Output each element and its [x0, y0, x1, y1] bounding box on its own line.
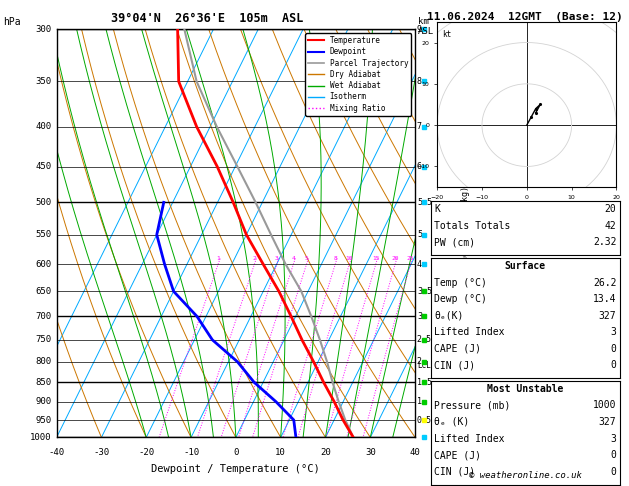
Text: 20: 20: [391, 256, 399, 261]
Text: 15: 15: [372, 256, 379, 261]
Text: 1000: 1000: [30, 433, 51, 442]
Text: © weatheronline.co.uk: © weatheronline.co.uk: [469, 471, 582, 480]
Text: Lifted Index: Lifted Index: [434, 434, 504, 444]
Text: 11.06.2024  12GMT  (Base: 12): 11.06.2024 12GMT (Base: 12): [427, 12, 623, 22]
Text: -40: -40: [48, 448, 65, 457]
Text: -20: -20: [138, 448, 154, 457]
Text: 8: 8: [417, 77, 422, 86]
Text: Mixing Ratio (g/kg): Mixing Ratio (g/kg): [461, 186, 470, 281]
Text: 2: 2: [252, 256, 256, 261]
Text: Surface: Surface: [504, 261, 546, 271]
Text: 8: 8: [333, 256, 337, 261]
Text: 2: 2: [417, 357, 422, 366]
Text: 42: 42: [604, 221, 616, 231]
Text: 40: 40: [409, 448, 421, 457]
Text: PW (cm): PW (cm): [434, 237, 475, 247]
Text: CAPE (J): CAPE (J): [434, 344, 481, 354]
Text: θₑ (K): θₑ (K): [434, 417, 469, 427]
Text: 1: 1: [417, 397, 422, 406]
Text: 39°04'N  26°36'E  105m  ASL: 39°04'N 26°36'E 105m ASL: [111, 12, 304, 25]
Text: 0: 0: [611, 450, 616, 460]
Legend: Temperature, Dewpoint, Parcel Trajectory, Dry Adiabat, Wet Adiabat, Isotherm, Mi: Temperature, Dewpoint, Parcel Trajectory…: [305, 33, 411, 116]
Text: 20: 20: [604, 204, 616, 214]
Text: 350: 350: [35, 77, 51, 86]
Text: 6: 6: [417, 162, 422, 171]
Text: 0.5: 0.5: [417, 416, 432, 424]
Text: 3: 3: [611, 434, 616, 444]
Text: 10: 10: [345, 256, 353, 261]
Text: K: K: [434, 204, 440, 214]
Text: 600: 600: [35, 260, 51, 269]
Text: 3.5: 3.5: [417, 287, 432, 296]
Text: 750: 750: [35, 335, 51, 345]
Text: 0: 0: [611, 467, 616, 477]
Text: 25: 25: [407, 256, 415, 261]
Text: θₑ(K): θₑ(K): [434, 311, 464, 321]
Text: Temp (°C): Temp (°C): [434, 278, 487, 288]
Text: CIN (J): CIN (J): [434, 467, 475, 477]
Text: Pressure (mb): Pressure (mb): [434, 400, 510, 411]
Text: CAPE (J): CAPE (J): [434, 450, 481, 460]
Text: 2.5: 2.5: [417, 335, 432, 345]
Text: 5: 5: [417, 230, 422, 239]
Text: Dewpoint / Temperature (°C): Dewpoint / Temperature (°C): [152, 464, 320, 474]
Text: Most Unstable: Most Unstable: [487, 384, 564, 394]
Text: 900: 900: [35, 397, 51, 406]
Text: 10: 10: [276, 448, 286, 457]
Text: 2.32: 2.32: [593, 237, 616, 247]
Text: 5.5: 5.5: [417, 198, 432, 207]
Text: 20: 20: [320, 448, 331, 457]
Text: 500: 500: [35, 198, 51, 207]
Text: 327: 327: [599, 311, 616, 321]
Text: 950: 950: [35, 416, 51, 424]
Text: 30: 30: [365, 448, 376, 457]
Text: 0: 0: [611, 360, 616, 370]
Text: 26.2: 26.2: [593, 278, 616, 288]
Text: 400: 400: [35, 122, 51, 131]
Text: 4: 4: [291, 256, 295, 261]
Text: 0: 0: [611, 344, 616, 354]
Text: 9: 9: [417, 25, 422, 34]
Text: 3: 3: [275, 256, 279, 261]
Text: 4: 4: [417, 260, 422, 269]
Text: 3: 3: [611, 327, 616, 337]
Text: 300: 300: [35, 25, 51, 34]
Text: 1000: 1000: [593, 400, 616, 411]
Text: 700: 700: [35, 312, 51, 321]
Text: hPa: hPa: [3, 17, 21, 27]
Text: 800: 800: [35, 357, 51, 366]
Text: 5: 5: [304, 256, 308, 261]
Text: 3: 3: [417, 312, 422, 321]
Text: 1: 1: [216, 256, 220, 261]
Text: CIN (J): CIN (J): [434, 360, 475, 370]
Text: 13.4: 13.4: [593, 294, 616, 304]
Text: 1.5: 1.5: [417, 378, 432, 387]
Text: 850: 850: [35, 378, 51, 387]
Text: 650: 650: [35, 287, 51, 296]
Text: 327: 327: [599, 417, 616, 427]
Text: Lifted Index: Lifted Index: [434, 327, 504, 337]
Text: Totals Totals: Totals Totals: [434, 221, 510, 231]
Text: km
ASL: km ASL: [418, 17, 435, 36]
Text: Dewp (°C): Dewp (°C): [434, 294, 487, 304]
Text: kt: kt: [442, 30, 451, 39]
Text: 0: 0: [233, 448, 238, 457]
Text: 7: 7: [417, 122, 422, 131]
Text: -30: -30: [93, 448, 109, 457]
Text: LCL: LCL: [417, 362, 431, 370]
Text: 450: 450: [35, 162, 51, 171]
Text: 550: 550: [35, 230, 51, 239]
Text: -10: -10: [183, 448, 199, 457]
